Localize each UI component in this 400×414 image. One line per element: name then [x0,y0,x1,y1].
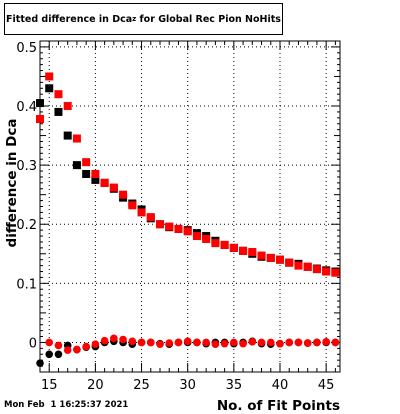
data-point-square [266,253,275,262]
data-point-square [303,262,312,271]
x-tick-label: 15 [41,378,58,393]
data-point-square [276,255,284,264]
data-point-circle [303,339,312,347]
x-axis-label: No. of Fit Points [217,398,340,414]
data-point-circle [119,335,127,344]
data-point-square [82,169,91,178]
data-point-square [63,102,72,111]
data-point-square [109,183,118,192]
data-point-circle [285,338,294,347]
data-point-square [165,222,174,231]
data-point-circle [331,338,340,347]
data-point-circle [183,337,192,346]
data-point-circle [174,338,183,347]
data-point-circle [63,346,72,354]
data-point-circle [156,340,164,349]
data-point-square [137,208,146,217]
data-point-circle [54,350,63,359]
x-tick-label: 35 [226,378,243,393]
data-point-square [331,268,340,277]
y-tick-label: 0.5 [16,41,37,56]
data-point-square [257,251,266,260]
data-point-square [36,115,44,124]
data-point-square [183,227,192,236]
data-point-square [45,72,54,81]
data-point-square [91,169,100,178]
data-point-square [100,178,109,187]
data-point-circle [193,338,201,347]
x-tick-label: 30 [179,378,196,393]
data-point-square [36,99,44,108]
data-point-square [119,190,128,199]
data-point-square [128,201,137,210]
data-point-circle [45,338,54,347]
data-point-circle [266,338,275,347]
data-marks [36,72,340,367]
data-point-circle [100,336,109,345]
data-point-square [285,258,294,267]
data-point-square [63,131,72,140]
data-point-circle [91,340,100,349]
data-point-circle [322,338,330,346]
plot-frame [39,40,341,373]
data-point-circle [165,339,174,347]
chart-title: Fitted difference in Dca z for Global Rec… [4,3,283,35]
data-point-circle [276,339,284,348]
data-point-square [82,158,91,167]
timestamp: Mon Feb 1 16:25:37 2021 [4,400,129,410]
data-point-circle [110,334,118,343]
data-point-square [91,175,100,184]
y-tick-label: 0 [29,336,37,351]
data-point-square [192,232,201,241]
chart-title-main: Fitted difference in Dca [6,13,133,25]
data-point-circle [230,338,238,347]
data-point-square [239,246,248,255]
chart-title-rest: for Global Rec Pion NoHits [136,13,281,25]
x-tick-label: 40 [272,378,289,393]
data-point-circle [202,338,210,347]
data-point-circle [313,338,321,347]
data-point-square [322,267,331,276]
data-point-square [146,213,155,222]
data-point-square [72,134,81,143]
data-point-square [229,243,238,252]
y-tick-label: 0.3 [16,159,37,174]
data-point-circle [211,340,220,349]
data-point-circle [128,337,137,346]
data-point-square [45,84,54,93]
data-point-circle [54,341,63,350]
data-point-square [156,220,164,229]
data-point-circle [239,339,247,348]
data-point-circle [257,338,266,347]
data-point-circle [73,345,81,354]
data-point-square [202,235,211,244]
data-point-circle [146,338,155,347]
data-point-circle [82,342,90,351]
data-point-square [54,107,63,116]
data-point-circle [248,338,257,346]
data-point-square [312,265,321,274]
y-tick-label: 0.1 [16,277,37,292]
data-point-square [248,248,257,257]
x-tick-label: 45 [318,378,335,393]
data-point-circle [137,338,146,347]
data-point-square [211,239,220,248]
data-point-square [174,224,183,233]
x-tick-label: 20 [87,378,104,393]
data-point-square [220,240,229,249]
y-tick-label: 0.2 [16,218,37,233]
data-point-square [72,161,81,170]
data-point-square [54,90,63,99]
chart-title-subscript: z [132,15,137,23]
x-tick-label: 25 [133,378,150,393]
data-point-circle [294,338,303,347]
axis-ticks: 15 20 25 30 35 40 45 0 0.1 0.2 0.3 0.4 0.5 [16,40,340,393]
y-axis-label: difference in Dca [4,119,20,248]
data-point-circle [36,359,44,367]
y-tick-label: 0.4 [16,100,37,115]
data-point-circle [45,350,54,359]
data-point-square [294,261,303,270]
data-point-circle [220,339,229,348]
